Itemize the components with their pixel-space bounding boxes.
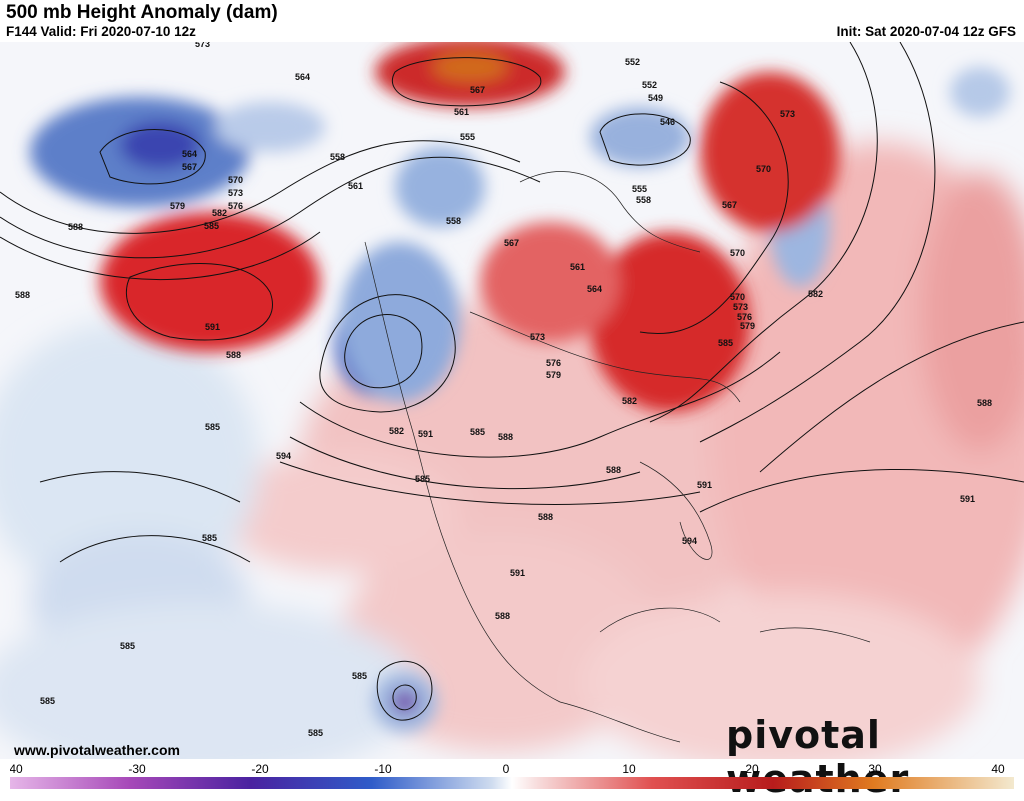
contour-label: 555 — [460, 132, 475, 142]
colorbar-tick-label: -40 — [10, 762, 23, 776]
contour-label: 588 — [538, 512, 553, 522]
map-title: 500 mb Height Anomaly (dam) — [6, 2, 278, 23]
map-header: 500 mb Height Anomaly (dam) F144 Valid: … — [0, 0, 1024, 42]
contour-label: 567 — [470, 85, 485, 95]
contour-label: 579 — [546, 370, 561, 380]
contour-label: 582 — [389, 426, 404, 436]
contour-label: 591 — [418, 429, 433, 439]
contour-label: 594 — [682, 536, 697, 546]
contour-label: 570 — [730, 248, 745, 258]
contour-label: 567 — [504, 238, 519, 248]
contour-label: 576 — [546, 358, 561, 368]
contour-label: 573 — [780, 109, 795, 119]
website-label: www.pivotalweather.com — [14, 742, 180, 758]
contour-label: 549 — [648, 93, 663, 103]
contour-label: 588 — [977, 398, 992, 408]
contour-label: 585 — [718, 338, 733, 348]
colorbar-tick-label: 0 — [503, 762, 510, 776]
contour-label: 582 — [212, 208, 227, 218]
contour-label: 591 — [510, 568, 525, 578]
contour-label: 573 — [228, 188, 243, 198]
contour-label: 552 — [642, 80, 657, 90]
contour-label: 561 — [348, 181, 363, 191]
contour-label: 585 — [308, 728, 323, 738]
anomaly-cores — [30, 42, 1010, 732]
contour-label: 546 — [660, 117, 675, 127]
contour-label: 573 — [733, 302, 748, 312]
contour-label: 564 — [587, 284, 602, 294]
contour-label: 582 — [808, 289, 823, 299]
contour-label: 585 — [470, 427, 485, 437]
contour-label: 582 — [622, 396, 637, 406]
contour-label: 588 — [498, 432, 513, 442]
contour-label: 585 — [202, 533, 217, 543]
contour-label: 588 — [15, 290, 30, 300]
contour-label: 588 — [68, 222, 83, 232]
contour-label: 567 — [182, 162, 197, 172]
contour-label: 588 — [606, 465, 621, 475]
valid-time: F144 Valid: Fri 2020-07-10 12z — [6, 24, 196, 39]
contour-label: 555 — [632, 184, 647, 194]
contour-label: 561 — [454, 107, 469, 117]
contour-label: 591 — [960, 494, 975, 504]
contour-label: 558 — [446, 216, 461, 226]
contour-label: 585 — [204, 221, 219, 231]
contour-label: 570 — [228, 175, 243, 185]
colorbar-tick-label: 40 — [991, 762, 1005, 776]
contour-label: 585 — [205, 422, 220, 432]
contour-label: 573 — [195, 42, 210, 49]
contour-label: 570 — [730, 292, 745, 302]
anomaly-map: 5735645645675705735765795825855885915885… — [0, 42, 1024, 759]
colorbar-tick-label: -10 — [374, 762, 392, 776]
colorbar-tick-label: -30 — [128, 762, 146, 776]
init-time: Init: Sat 2020-07-04 12z GFS — [836, 24, 1016, 39]
contour-label: 585 — [120, 641, 135, 651]
colorbar-tick-label: 10 — [622, 762, 636, 776]
contour-label: 564 — [295, 72, 310, 82]
colorbar-tick-label: -20 — [251, 762, 269, 776]
contour-label: 564 — [182, 149, 197, 159]
contour-label: 579 — [740, 321, 755, 331]
contour-label: 576 — [737, 312, 752, 322]
contour-label: 558 — [330, 152, 345, 162]
contour-label: 552 — [625, 57, 640, 67]
contour-label: 570 — [756, 164, 771, 174]
contour-label: 579 — [170, 201, 185, 211]
contour-label: 588 — [495, 611, 510, 621]
contour-label: 558 — [636, 195, 651, 205]
colorbar-tick-label: 30 — [868, 762, 882, 776]
contour-label: 576 — [228, 201, 243, 211]
contour-label: 567 — [722, 200, 737, 210]
contour-label: 588 — [226, 350, 241, 360]
height-contours — [0, 42, 1024, 721]
contour-label: 585 — [40, 696, 55, 706]
contour-label: 585 — [352, 671, 367, 681]
contour-label: 591 — [205, 322, 220, 332]
contour-label: 585 — [415, 474, 430, 484]
colorbar-tick-label: 20 — [745, 762, 759, 776]
contour-label: 573 — [530, 332, 545, 342]
coastlines — [364, 171, 871, 743]
contour-label: 594 — [276, 451, 291, 461]
contour-label: 591 — [697, 480, 712, 490]
colorbar: -40 -30 -20 -10 0 10 20 30 40 — [10, 762, 1014, 789]
contour-label: 561 — [570, 262, 585, 272]
